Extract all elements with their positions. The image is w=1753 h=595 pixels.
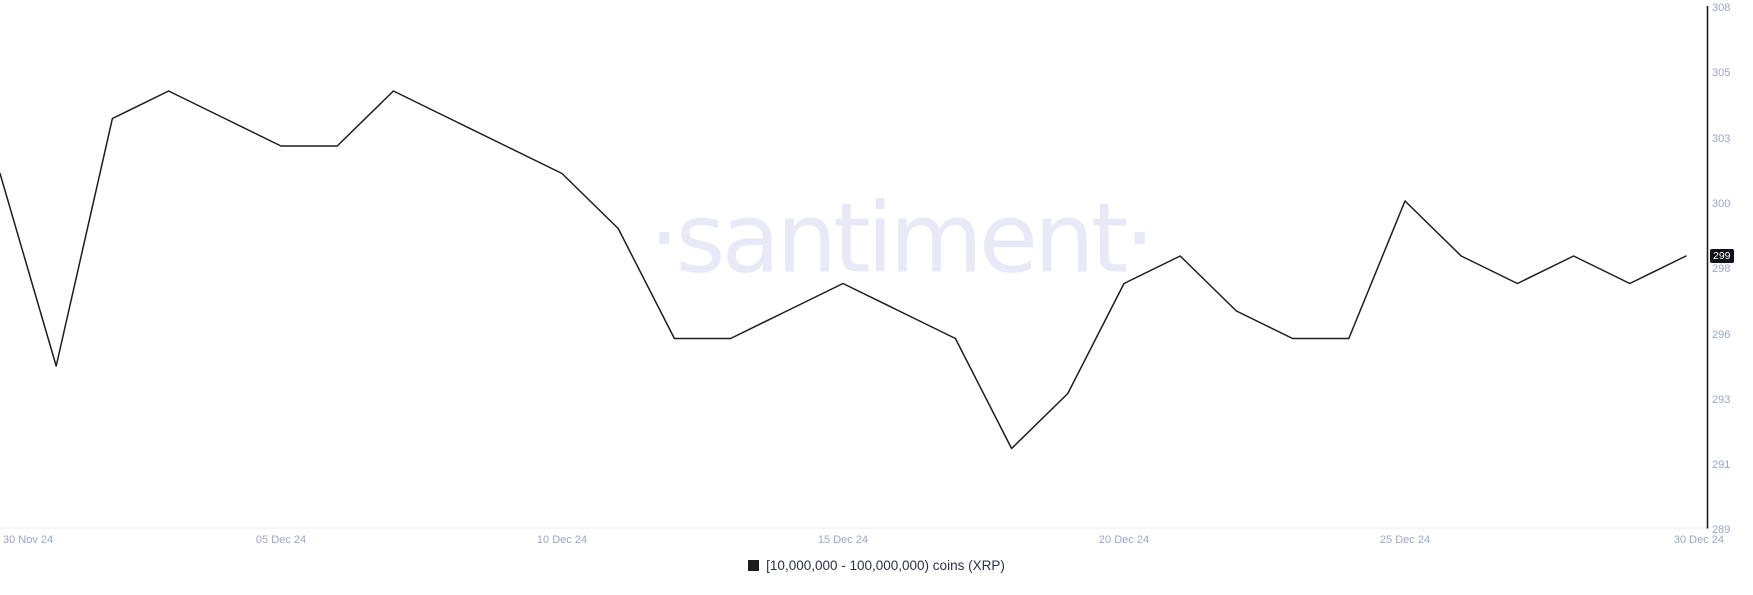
legend-item[interactable]: [10,000,000 - 100,000,000) coins (XRP) (0, 558, 1753, 573)
x-tick-label: 10 Dec 24 (536, 534, 588, 546)
y-tick-label: 298 (1712, 263, 1731, 276)
x-tick-label: 30 Nov 24 (3, 534, 54, 546)
y-tick-label: 289 (1712, 524, 1731, 537)
y-tick-label: 296 (1712, 328, 1731, 341)
y-tick-label: 293 (1712, 393, 1731, 406)
x-tick-label: 25 Dec 24 (1379, 534, 1431, 546)
x-tick-label: 20 Dec 24 (1098, 534, 1150, 546)
current-value-badge: 299 (1710, 249, 1734, 263)
y-tick-label: 305 (1712, 67, 1731, 80)
legend-marker-icon (748, 560, 760, 571)
x-tick-label: 05 Dec 24 (255, 534, 307, 546)
legend-label: [10,000,000 - 100,000,000) coins (XRP) (766, 558, 1005, 573)
y-tick-label: 303 (1712, 132, 1731, 145)
x-tick-label: 15 Dec 24 (817, 534, 869, 546)
y-tick-label: 300 (1712, 197, 1731, 210)
x-tick-label: 30 Dec 24 (1673, 534, 1724, 546)
y-tick-label: 308 (1712, 2, 1731, 14)
y-tick-label: 291 (1712, 459, 1731, 472)
series-line (0, 90, 1687, 450)
